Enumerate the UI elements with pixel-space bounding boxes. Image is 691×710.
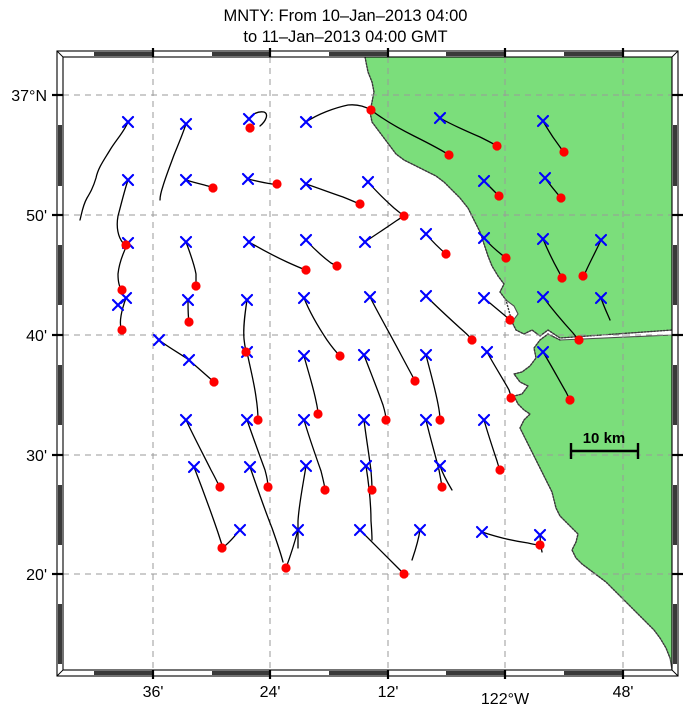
frame-tick-bars-top [94,52,623,56]
frame-tick-bars-right [673,125,677,664]
grid-lines [63,57,672,670]
y-tick-label: 20' [26,567,47,584]
plot-frame [52,48,683,679]
y-tick-label: 40' [26,328,47,345]
major-ticks [52,48,683,679]
coastline-texture-south [512,333,671,659]
y-tick-label: 50' [26,208,47,225]
scale-bar-label: 10 km [583,430,626,447]
y-tick-label: 37°N [11,88,47,105]
scale-bar [569,443,640,459]
frame-tick-bars-left [58,125,62,664]
x-tick-label: 24' [260,684,281,701]
frame-tick-bars-bottom [94,671,623,675]
track-end-markers [117,105,588,579]
x-tick-label: 36' [143,684,164,701]
x-axis-tick-labels: 36' 24' 12' 122°W 48' [143,684,634,708]
y-axis-tick-labels: 37°N 50' 40' 30' 20' [11,88,47,584]
x-tick-label: 12' [378,684,399,701]
x-tick-label: 122°W [481,691,530,708]
y-tick-label: 30' [26,448,47,465]
x-tick-label: 48' [613,684,634,701]
